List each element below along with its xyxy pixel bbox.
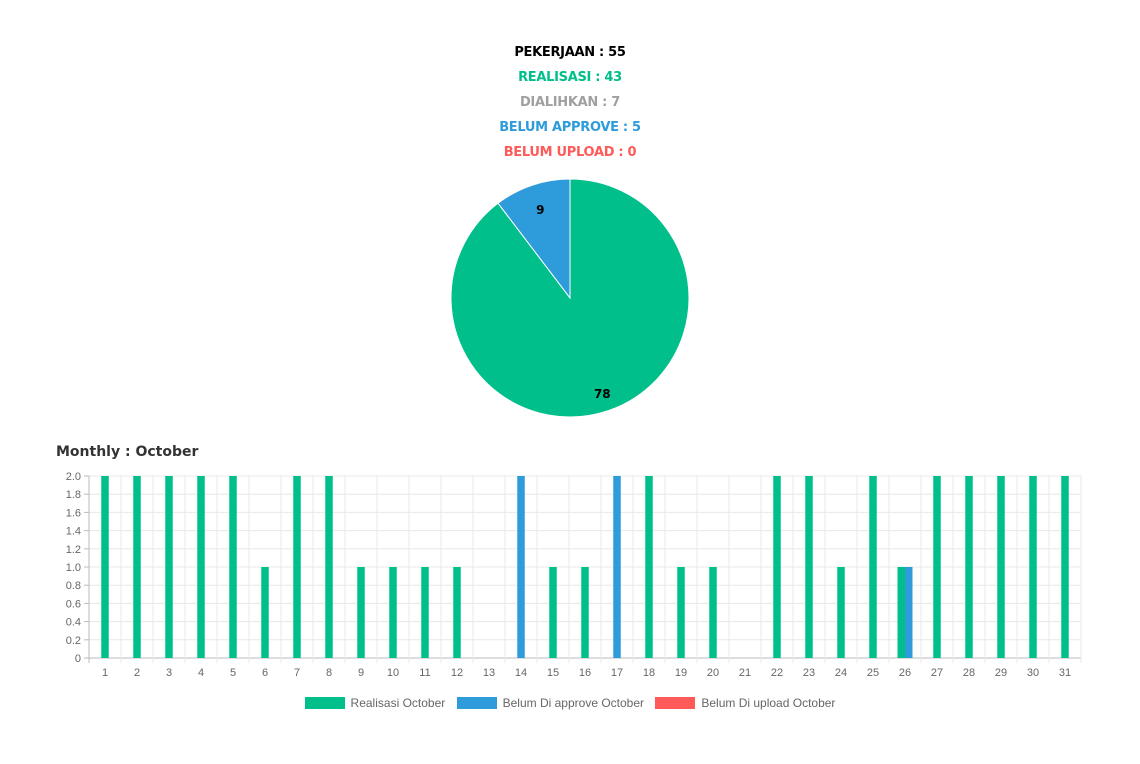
bar-realisasi-october-25[interactable] (869, 476, 877, 658)
bar-realisasi-october-16[interactable] (581, 567, 589, 658)
bar-realisasi-october-3[interactable] (165, 476, 173, 658)
x-tick-label: 9 (358, 667, 364, 679)
y-tick-label: 2.0 (66, 471, 81, 483)
y-tick-label: 1.6 (66, 507, 81, 519)
bar-realisasi-october-12[interactable] (453, 567, 461, 658)
x-tick-label: 7 (294, 667, 300, 679)
bar-belum-di-approve-october-26[interactable] (905, 567, 913, 658)
bar-belum-di-approve-october-17[interactable] (613, 476, 621, 658)
summary-block: PEKERJAAN : 55 REALISASI : 43 DIALIHKAN … (0, 42, 1140, 167)
x-tick-label: 25 (867, 667, 879, 679)
bar-realisasi-october-30[interactable] (1029, 476, 1037, 658)
x-tick-label: 3 (166, 667, 172, 679)
summary-belum-upload: BELUM UPLOAD : 0 (503, 145, 637, 160)
x-tick-label: 30 (1027, 667, 1039, 679)
y-tick-label: 0.8 (66, 580, 81, 592)
legend-swatch-belum-approve (456, 697, 497, 710)
x-tick-label: 31 (1059, 667, 1071, 679)
pie-label-9: 9 (536, 203, 544, 217)
bar-realisasi-october-20[interactable] (709, 567, 717, 658)
x-tick-label: 5 (230, 667, 236, 679)
x-tick-label: 16 (579, 667, 591, 679)
bar-realisasi-october-8[interactable] (325, 476, 333, 658)
bar-chart: 00.20.40.60.81.01.21.41.61.82.01 2 3 4 5 6 7 8 9… (66, 471, 1082, 679)
x-tick-label: 19 (675, 667, 687, 679)
legend-label-belum-approve: Belum Di approve October (502, 696, 645, 711)
x-tick-label: 1 (102, 667, 108, 679)
x-tick-label: 24 (835, 667, 847, 679)
legend-label-belum-upload: Belum Di upload October (701, 696, 836, 711)
y-tick-label: 0.6 (66, 598, 81, 610)
x-tick-label: 8 (326, 667, 332, 679)
bar-realisasi-october-7[interactable] (293, 476, 301, 658)
bar-realisasi-october-26[interactable] (897, 567, 906, 658)
x-tick-label: 4 (198, 667, 204, 679)
bar-realisasi-october-27[interactable] (933, 476, 941, 658)
x-tick-label: 13 (483, 667, 495, 679)
x-tick-label: 2 (134, 667, 140, 679)
legend-swatch-realisasi (304, 697, 345, 710)
summary-belum-approve: BELUM APPROVE : 5 (499, 120, 641, 135)
summary-realisasi: REALISASI : 43 (518, 70, 622, 85)
legend-swatch-belum-upload (655, 697, 696, 710)
pie-chart: 9 78 (450, 178, 690, 418)
bar-belum-di-approve-october-14[interactable] (517, 476, 525, 658)
bar-realisasi-october-1[interactable] (101, 476, 109, 658)
bar-realisasi-october-2[interactable] (133, 476, 141, 658)
monthly-title: Monthly : October (56, 444, 199, 460)
x-tick-label: 12 (451, 667, 463, 679)
legend-item-belum-upload[interactable]: Belum Di upload October (655, 695, 835, 710)
legend-item-belum-approve[interactable]: Belum Di approve October (456, 695, 645, 711)
bar-realisasi-october-19[interactable] (677, 567, 685, 658)
x-tick-label: 6 (262, 667, 268, 679)
bar-realisasi-october-5[interactable] (229, 476, 237, 658)
x-tick-label: 10 (387, 667, 399, 679)
x-tick-label: 29 (995, 667, 1007, 679)
x-tick-label: 14 (515, 667, 527, 679)
bar-realisasi-october-4[interactable] (197, 476, 205, 658)
pie-slice-9[interactable] (497, 178, 571, 300)
bar-realisasi-october-23[interactable] (805, 476, 813, 658)
pie-label-78: 78 (594, 387, 611, 401)
legend-item-realisasi[interactable]: Realisasi October (304, 695, 446, 711)
x-tick-label: 22 (771, 667, 783, 679)
bar-legend: Realisasi October Belum Di approve Octob… (0, 695, 1140, 710)
summary-pekerjaan: PEKERJAAN : 55 (514, 45, 626, 60)
bar-realisasi-october-10[interactable] (389, 567, 397, 658)
y-tick-label: 1.0 (66, 562, 81, 574)
bar-realisasi-october-24[interactable] (837, 567, 845, 658)
x-tick-label: 11 (419, 667, 430, 679)
bar-realisasi-october-31[interactable] (1061, 476, 1069, 658)
bar-realisasi-october-15[interactable] (549, 567, 557, 658)
x-tick-label: 26 (899, 667, 911, 679)
bar-realisasi-october-6[interactable] (261, 567, 269, 658)
x-tick-label: 18 (643, 667, 655, 679)
y-tick-label: 1.8 (66, 489, 81, 501)
y-tick-label: 0.2 (66, 635, 81, 647)
x-tick-label: 20 (707, 667, 719, 679)
x-tick-label: 21 (739, 667, 751, 679)
x-tick-label: 15 (547, 667, 559, 679)
summary-dialihkan: DIALIHKAN : 7 (519, 95, 621, 110)
y-tick-label: 1.2 (66, 544, 81, 556)
x-tick-label: 27 (931, 667, 943, 679)
bar-realisasi-october-11[interactable] (421, 567, 429, 658)
bar-realisasi-october-28[interactable] (965, 476, 973, 658)
bar-realisasi-october-22[interactable] (773, 476, 781, 658)
y-tick-label: 0 (75, 653, 81, 665)
legend-label-realisasi: Realisasi October (350, 696, 446, 711)
bar-realisasi-october-18[interactable] (645, 476, 653, 658)
y-tick-label: 1.4 (66, 526, 81, 538)
pie-slice-78[interactable] (450, 178, 690, 418)
bar-realisasi-october-29[interactable] (997, 476, 1005, 658)
bar-realisasi-october-9[interactable] (357, 567, 365, 658)
y-tick-label: 0.4 (66, 617, 81, 629)
x-tick-label: 17 (611, 667, 623, 679)
x-tick-label: 28 (963, 667, 975, 679)
x-tick-label: 23 (803, 667, 815, 679)
